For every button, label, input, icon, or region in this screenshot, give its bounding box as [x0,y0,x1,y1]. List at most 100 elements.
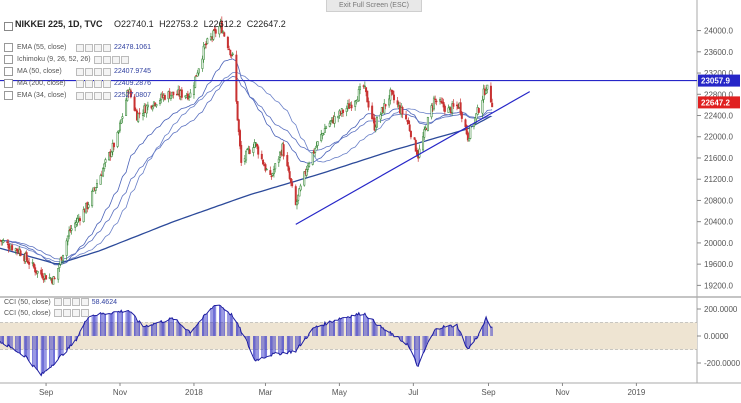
candle-body [448,106,451,108]
indicator-settings-icons[interactable] [76,79,111,88]
cci-tick-label: 200.0000 [704,305,738,314]
candle-body [248,149,251,154]
cci-name: CCI (50, close) [4,298,51,306]
cci-settings-icons[interactable] [53,298,89,306]
candle-body [337,115,340,119]
candle-body [218,26,221,35]
candle-body [374,126,377,131]
candle-body [408,124,411,131]
candle-body [203,44,206,49]
indicator-legend-row[interactable]: EMA (34, close) 22527.0807 [4,91,151,100]
cci-legend-row[interactable]: CCI (50, close) [4,309,92,317]
candle-body [413,137,416,140]
indicator-settings-icons[interactable] [76,67,111,76]
candle-body [82,209,85,223]
visibility-toggle-icon[interactable] [4,79,13,88]
candle-body [262,159,265,165]
candle-body [159,100,162,104]
candle-body [289,178,292,183]
price-tick-label: 24000.0 [704,27,733,36]
time-tick-label: Nov [555,388,569,397]
candle-body [40,269,43,275]
candle-body [129,90,132,98]
candle-body [48,277,51,279]
exit-fullscreen-button[interactable]: Exit Full Screen (ESC) [326,0,422,12]
candle-body [119,122,122,131]
ma-50-line [0,71,493,263]
candle-body [239,130,242,147]
cci-legend-row[interactable]: CCI (50, close) 58.4624 [4,298,117,306]
candle-body [379,114,382,120]
collapse-legend-toggle[interactable] [4,22,13,31]
candle-body [422,136,425,151]
price-tick-label: 20000.0 [704,239,733,248]
candle-body [240,144,243,163]
candle-body [7,243,10,249]
indicator-legend-row[interactable]: EMA (55, close) 22478.1061 [4,43,151,52]
candle-body [396,100,399,105]
indicator-settings-icons[interactable] [93,55,129,64]
indicator-legend-row[interactable]: MA (50, close) 22407.9745 [4,67,151,76]
candle-body [305,169,308,176]
visibility-toggle-icon[interactable] [4,67,13,76]
candle-body [168,91,171,99]
candle-body [291,182,294,187]
candle-body [389,89,392,101]
candle-body [383,103,386,114]
resistance-price-label-bg [698,74,740,87]
candle-body [66,235,69,242]
time-tick-label: May [332,388,347,397]
candle-body [366,90,369,103]
indicator-legend-row[interactable]: Ichimoku (9, 26, 52, 26) [4,55,132,64]
candle-body [447,107,450,113]
visibility-toggle-icon[interactable] [4,91,13,100]
candle-body [415,149,418,155]
candle-body [112,142,115,148]
candle-body [264,164,267,171]
candle-body [316,141,319,146]
candle-body [435,100,438,103]
candle-body [443,105,446,112]
indicator-name: MA (50, close) [17,68,62,75]
candle-body [423,129,426,138]
candle-body [329,120,332,123]
cci-value: 58.4624 [91,298,117,306]
visibility-toggle-icon[interactable] [4,55,13,64]
candle-body [229,49,232,56]
candle-body [306,165,309,170]
candle-body [53,277,56,280]
candle-body [212,30,215,40]
indicator-value: 22409.2876 [114,80,151,87]
candle-body [357,89,360,102]
candle-body [373,117,376,131]
candle-body [32,263,35,268]
support-trendline[interactable] [295,91,531,225]
candle-body [235,54,238,102]
candle-body [424,127,427,130]
candle-body [194,76,197,88]
candle-body [201,58,204,69]
candle-body [391,90,394,95]
visibility-toggle-icon[interactable] [4,43,13,52]
price-tick-label: 22000.0 [704,133,733,142]
candle-body [359,86,362,91]
candle-body [451,103,454,113]
candle-body [333,116,336,124]
indicator-settings-icons[interactable] [76,91,111,100]
candle-body [223,32,226,37]
indicator-settings-icons[interactable] [76,43,111,52]
candle-body [6,241,9,243]
candle-body [202,45,205,60]
candle-body [126,90,129,101]
candle-body [172,91,175,96]
candle-body [320,134,323,142]
candle-body [439,99,442,102]
candle-body [272,169,275,175]
candle-body [87,204,90,208]
cci-settings-icons[interactable] [53,309,89,317]
cci-tick-label: -200.0000 [704,359,741,368]
candle-body [151,106,154,110]
candle-body [354,100,357,107]
indicator-legend-row[interactable]: MA (200, close) 22409.2876 [4,79,151,88]
